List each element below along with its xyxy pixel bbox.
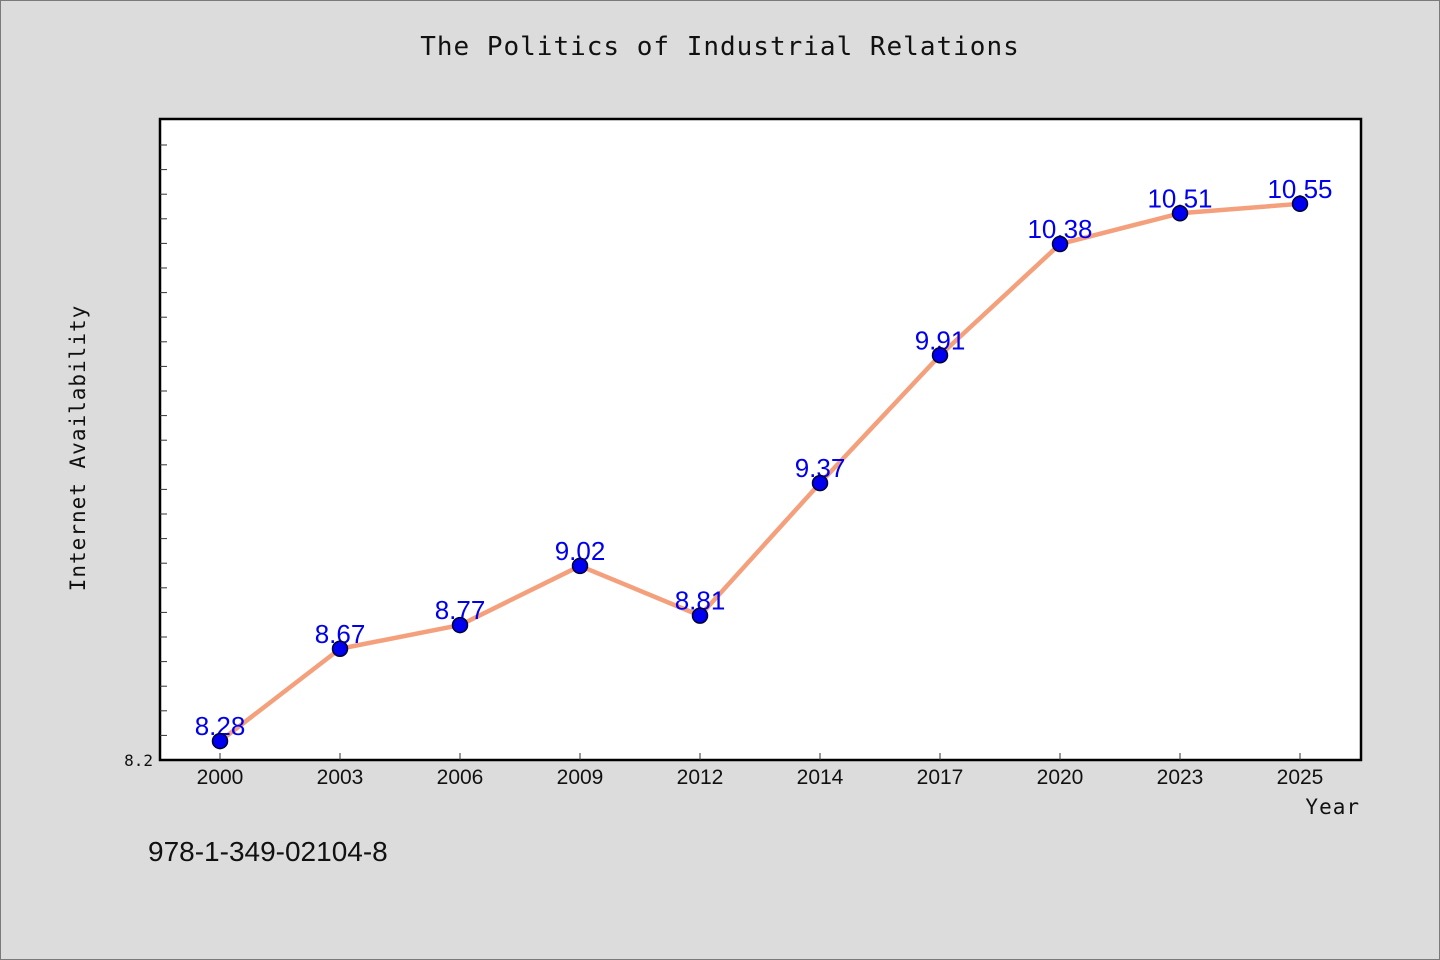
y-tick-label: 8.2 bbox=[124, 751, 153, 770]
data-point bbox=[331, 640, 349, 658]
data-point bbox=[451, 616, 469, 634]
x-tick-label: 2014 bbox=[797, 766, 844, 789]
x-tick-label: 2006 bbox=[437, 766, 484, 789]
x-tick-label: 2017 bbox=[917, 766, 964, 789]
y-axis-label: Internet Availability bbox=[66, 304, 90, 592]
data-point bbox=[211, 732, 229, 750]
data-point bbox=[1171, 205, 1189, 222]
x-tick-label: 2025 bbox=[1277, 766, 1324, 789]
x-tick-label: 2012 bbox=[677, 766, 724, 789]
chart-title: The Politics of Industrial Relations bbox=[420, 32, 1020, 62]
x-tick-label: 2020 bbox=[1037, 766, 1084, 789]
data-point bbox=[931, 347, 949, 364]
data-point bbox=[691, 607, 709, 624]
data-point bbox=[1291, 195, 1309, 213]
x-tick-label: 2000 bbox=[197, 766, 244, 789]
plot-area bbox=[158, 117, 1363, 762]
data-point bbox=[1051, 235, 1069, 253]
data-point bbox=[811, 474, 829, 492]
x-tick-label: 2023 bbox=[1157, 766, 1204, 789]
series-line bbox=[218, 201, 1301, 743]
data-point bbox=[571, 557, 589, 575]
x-axis-label: Year bbox=[1305, 795, 1360, 819]
isbn-label: 978-1-349-02104-8 bbox=[148, 836, 388, 867]
x-tick-label: 2009 bbox=[557, 766, 604, 789]
x-tick-label: 2003 bbox=[317, 766, 364, 789]
